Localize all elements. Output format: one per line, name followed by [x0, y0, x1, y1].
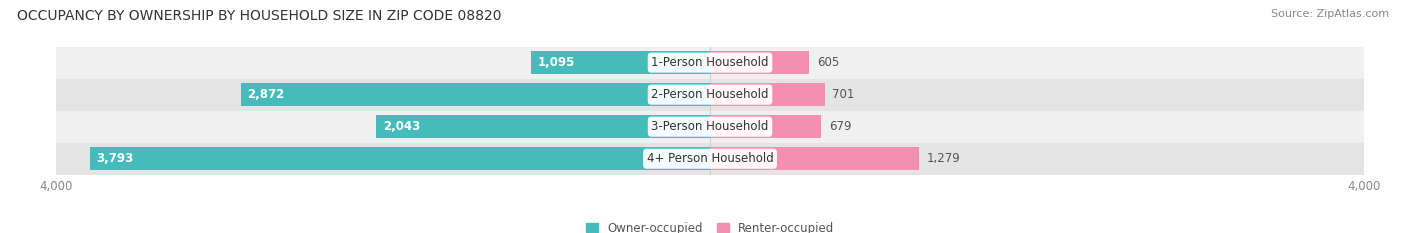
Bar: [240, 83, 710, 106]
Text: 2,043: 2,043: [382, 120, 420, 133]
Text: 701: 701: [832, 88, 855, 101]
Bar: [56, 79, 1364, 111]
Bar: [56, 143, 1364, 175]
Bar: [56, 47, 1364, 79]
Text: 3,793: 3,793: [97, 152, 134, 165]
Bar: [710, 147, 920, 170]
Text: 2,872: 2,872: [247, 88, 284, 101]
Legend: Owner-occupied, Renter-occupied: Owner-occupied, Renter-occupied: [581, 217, 839, 233]
Text: 4+ Person Household: 4+ Person Household: [647, 152, 773, 165]
Text: 1,095: 1,095: [537, 56, 575, 69]
Bar: [56, 111, 1364, 143]
Text: Source: ZipAtlas.com: Source: ZipAtlas.com: [1271, 9, 1389, 19]
Bar: [710, 83, 824, 106]
Bar: [710, 51, 808, 74]
Text: 3-Person Household: 3-Person Household: [651, 120, 769, 133]
Bar: [377, 115, 710, 138]
Text: 1,279: 1,279: [927, 152, 960, 165]
Text: 2-Person Household: 2-Person Household: [651, 88, 769, 101]
Bar: [710, 115, 821, 138]
Bar: [90, 147, 710, 170]
Text: 679: 679: [830, 120, 852, 133]
Bar: [531, 51, 710, 74]
Text: OCCUPANCY BY OWNERSHIP BY HOUSEHOLD SIZE IN ZIP CODE 08820: OCCUPANCY BY OWNERSHIP BY HOUSEHOLD SIZE…: [17, 9, 502, 23]
Text: 605: 605: [817, 56, 839, 69]
Text: 1-Person Household: 1-Person Household: [651, 56, 769, 69]
